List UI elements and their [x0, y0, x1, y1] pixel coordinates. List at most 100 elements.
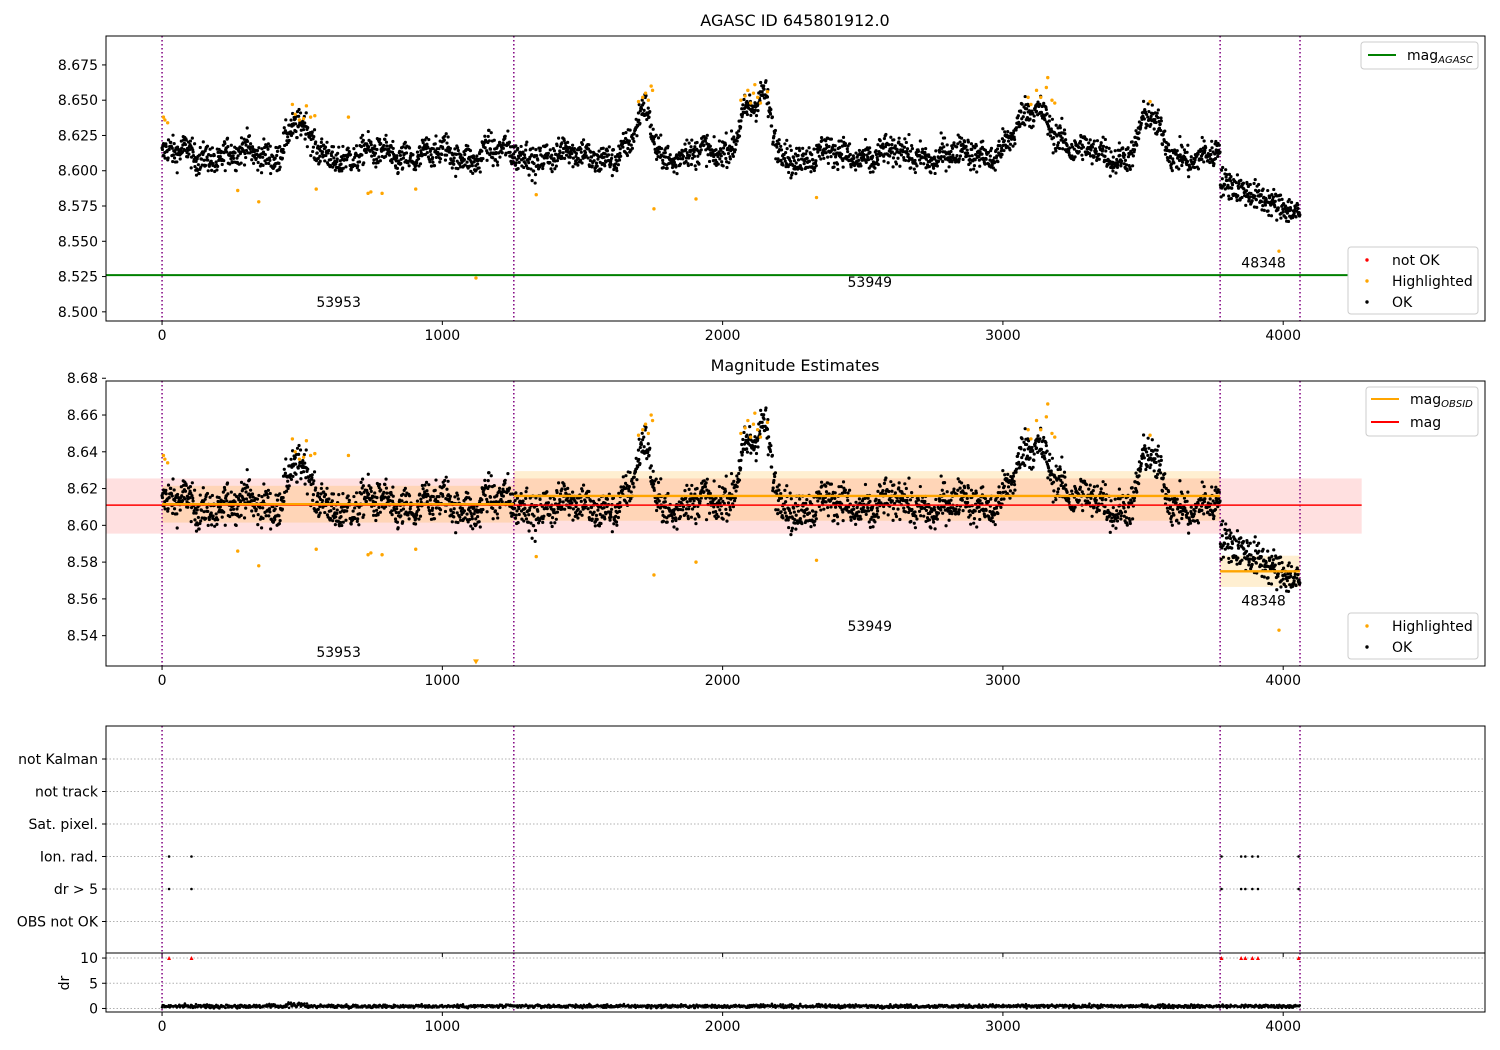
ok-point: [552, 497, 557, 501]
ok-point: [203, 163, 208, 168]
ok-point: [293, 455, 297, 460]
ok-point: [172, 156, 177, 160]
ok-point: [483, 478, 487, 482]
ok-point: [194, 159, 198, 163]
ok-point: [1135, 143, 1139, 147]
p1-ytick-label: 8.625: [58, 128, 98, 144]
ok-point: [323, 159, 327, 163]
ok-point: [617, 158, 622, 162]
ok-point: [835, 515, 840, 519]
ok-point: [282, 150, 286, 154]
ok-point: [549, 521, 553, 525]
ok-point: [407, 494, 412, 498]
ok-point: [759, 408, 763, 412]
ok-point: [609, 162, 613, 166]
ok-point: [729, 497, 733, 501]
ok-point: [294, 129, 298, 134]
ok-point: [1178, 134, 1182, 139]
ok-point: [733, 496, 737, 500]
ok-point: [1180, 160, 1185, 164]
ok-point: [1229, 179, 1233, 183]
ok-point: [205, 505, 209, 509]
ok-point: [522, 165, 526, 170]
ok-point: [997, 139, 1001, 143]
ok-point: [513, 156, 517, 160]
ok-point: [633, 470, 638, 474]
ok-point: [661, 165, 666, 170]
ok-point: [890, 150, 894, 154]
ok-point: [339, 520, 343, 525]
ok-point: [261, 155, 265, 159]
highlighted-point: [308, 115, 313, 119]
ok-point: [1090, 162, 1094, 166]
ok-point: [798, 148, 802, 153]
ok-point: [444, 132, 448, 136]
ok-point: [514, 513, 518, 517]
ok-point: [1051, 151, 1055, 155]
ok-point: [832, 165, 836, 169]
ok-point: [225, 499, 229, 503]
ok-point: [235, 156, 239, 160]
ok-point: [685, 483, 689, 487]
ok-point: [693, 164, 697, 168]
ok-point: [320, 498, 325, 503]
ok-point: [571, 507, 575, 511]
ok-point: [376, 513, 380, 517]
highlighted-point: [313, 114, 317, 118]
ok-point: [929, 171, 933, 175]
ok-point: [678, 162, 683, 166]
ok-point: [583, 151, 588, 155]
ok-point: [501, 494, 505, 498]
ok-point: [351, 158, 355, 162]
ok-point: [576, 156, 580, 161]
highlighted-point: [649, 84, 653, 88]
ok-point: [1217, 143, 1221, 147]
ok-point: [685, 151, 689, 155]
ok-point: [245, 139, 250, 144]
ok-point: [333, 523, 337, 527]
ok-point: [1240, 195, 1244, 200]
ok-point: [282, 499, 286, 503]
ok-point: [705, 133, 709, 137]
ok-point: [548, 161, 552, 165]
ok-point: [553, 167, 557, 171]
ok-point: [455, 511, 459, 515]
ok-point: [339, 166, 343, 171]
ok-point: [434, 155, 438, 160]
ok-point: [1000, 152, 1004, 157]
ok-point: [314, 159, 319, 163]
ok-point: [693, 517, 697, 521]
ok-point: [724, 507, 728, 511]
ok-point: [397, 510, 401, 515]
ok-point: [210, 168, 214, 172]
ok-point: [423, 483, 427, 487]
ok-point: [731, 154, 736, 159]
ok-point: [244, 490, 248, 494]
ok-point: [1165, 146, 1169, 150]
ok-point: [1253, 194, 1257, 198]
ok-point: [619, 139, 623, 143]
ok-point: [1234, 181, 1238, 185]
ok-point: [306, 126, 310, 130]
ok-point: [1226, 183, 1230, 187]
ok-point: [351, 509, 355, 513]
ok-point: [697, 162, 701, 166]
ok-point: [602, 506, 606, 510]
ok-point: [1087, 151, 1092, 156]
ok-point: [316, 491, 320, 495]
p1-ytick-label: 8.500: [58, 305, 98, 321]
ok-point: [866, 157, 871, 162]
ok-point: [316, 144, 320, 148]
ok-point: [1152, 127, 1156, 131]
ok-point: [646, 106, 650, 110]
ok-point: [1000, 146, 1004, 150]
ok-point: [637, 457, 641, 462]
ok-point: [852, 507, 856, 511]
ok-point: [672, 170, 676, 174]
ok-point: [442, 138, 446, 142]
ok-point: [366, 472, 370, 476]
ok-point: [1200, 157, 1204, 161]
ok-point: [445, 153, 449, 157]
highlighted-point: [369, 190, 373, 194]
ok-point: [707, 489, 711, 493]
